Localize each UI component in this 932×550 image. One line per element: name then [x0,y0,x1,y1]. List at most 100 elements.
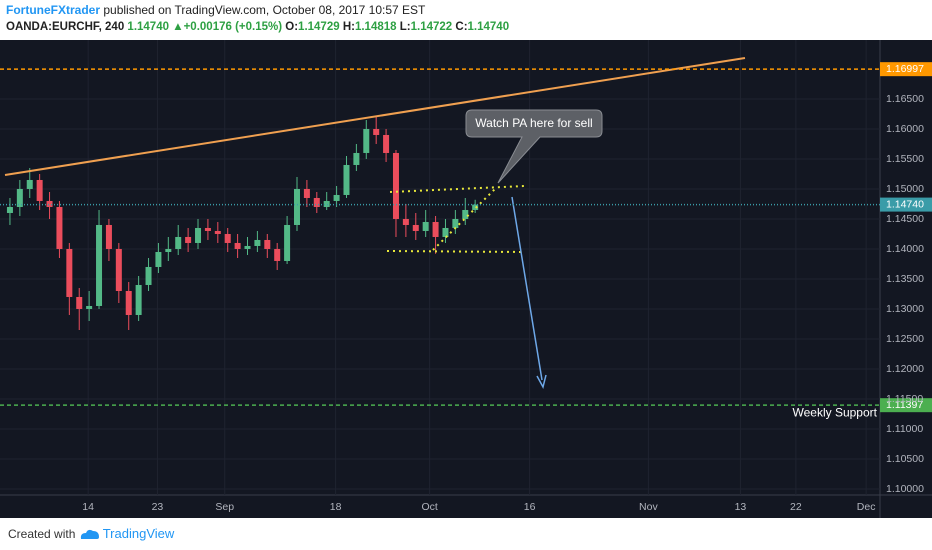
l-label: L: [399,21,411,33]
candle-body [66,248,73,297]
candle-body [254,239,261,246]
created-with: Created with [8,527,76,541]
price: 1.14740 [127,21,169,33]
y-tick-label: 1.15000 [886,183,924,195]
candle-body [392,152,399,219]
open: 1.14729 [298,21,340,33]
candle-body [363,128,370,153]
symbol: OANDA:EURCHF, 240 [6,21,125,33]
candle-body [353,152,360,165]
candle-body [195,227,202,243]
candle-body [185,236,192,243]
x-tick-label: Sep [215,501,234,513]
arrow-line [511,196,543,381]
level-tag [880,62,932,77]
candle-body [56,206,63,249]
candle-body [244,245,251,249]
candle-body [46,200,53,207]
y-tick-label: 1.14000 [886,243,924,255]
candle-body [284,224,291,261]
candle-body [155,251,162,267]
candle-body [36,179,43,201]
drawings: Watch PA here for sell [4,57,746,390]
x-tick-label: 14 [82,501,94,513]
y-tick-label: 1.11500 [886,393,923,405]
logo-cloud [80,529,99,539]
x-tick-label: Nov [639,501,658,513]
level-label: 1.16997 [886,63,924,75]
candle-body [135,284,142,315]
c-label: C: [455,21,468,33]
candle-body [26,179,33,189]
level-tag [880,398,932,413]
candle-body [422,221,429,231]
candle-body [452,218,459,228]
candle-body [333,194,340,201]
candle-body [165,248,172,252]
x-tick-label: 13 [735,501,747,513]
candle-body [274,248,281,261]
arrow-head [536,374,547,390]
candle-body [96,224,103,306]
y-tick-label: 1.12500 [886,333,924,345]
candle-body [323,200,330,207]
published: published on TradingView.com, October 08… [103,3,426,17]
callout-text: Watch PA here for sell [475,116,592,130]
level-label: 1.11397 [886,399,923,411]
candle-body [234,242,241,249]
x-tick-label: 18 [330,501,342,513]
triangle-bottom [386,250,526,253]
candle-body [16,188,23,207]
candle-body [175,236,182,249]
candle-body [264,239,271,249]
author[interactable]: FortuneFXtrader [6,3,101,17]
candle-body [105,224,112,249]
y-tick-label: 1.10000 [886,483,924,495]
header: FortuneFXtrader published on TradingView… [6,2,509,36]
change: +0.00176 (+0.15%) [183,21,283,33]
h-label: H: [342,21,355,33]
y-tick-label: 1.12000 [886,363,924,375]
candle-body [412,224,419,231]
triangle-top [389,185,526,193]
x-tick-label: 22 [790,501,802,513]
candle-body [125,290,132,315]
candle-body [86,305,93,309]
low: 1.14722 [410,21,453,33]
candles [6,115,479,330]
level-tag [880,197,932,212]
y-tick-label: 1.13500 [886,273,924,285]
candle-body [204,227,211,231]
level-label: 1.14740 [886,198,924,210]
candle-body [402,218,409,225]
x-tick-label: 16 [524,501,536,513]
candle-body [373,128,380,135]
logo [80,529,99,539]
y-tick-label: 1.16500 [886,93,924,105]
o-label: O: [285,21,299,33]
x-tick-label: Dec [857,501,876,513]
candle-body [432,221,439,237]
close: 1.14740 [467,21,510,33]
candle-body [76,296,83,309]
y-tick-label: 1.11000 [886,423,923,435]
candle-body [383,134,390,153]
candle-body [303,188,310,198]
callout [465,109,603,184]
levels: 1.16997 1.14740 1.11397 Weekly Support [0,62,932,419]
level-note: Weekly Support [793,405,878,419]
candle-body [293,188,300,225]
brand[interactable]: TradingView [102,526,175,541]
legend: OANDA:EURCHF, 240 1.14740 ▲+0.00176 (+0.… [6,19,509,36]
chart: Watch PA here for sell 1.169971.147401.1… [0,40,932,518]
candle-body [115,248,122,291]
candle-body [145,266,152,285]
y-tick-label: 1.10500 [886,453,924,465]
candle-body [6,206,13,213]
y-tick-label: 1.16000 [886,123,924,135]
candle-body [224,233,231,243]
x-tick-label: Oct [421,501,437,513]
candle-body [214,230,221,234]
candle-body [442,227,449,237]
